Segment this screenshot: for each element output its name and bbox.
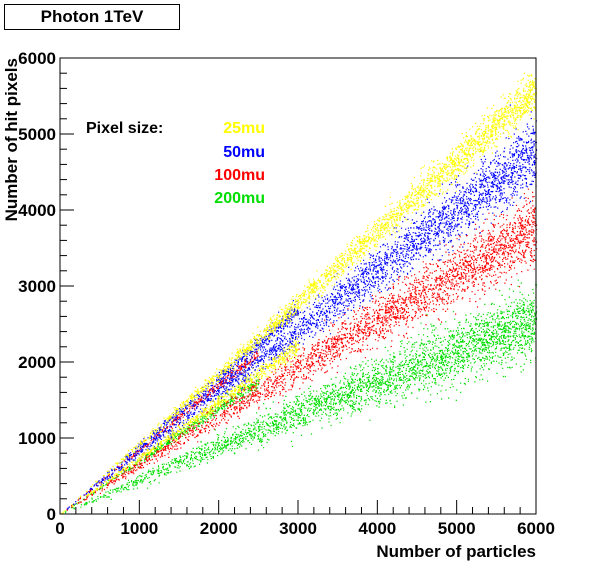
series-200mu-points (65, 279, 538, 514)
axis-ticks (59, 57, 537, 515)
x-tick-label: 4000 (358, 519, 396, 538)
y-tick-label: 2000 (18, 353, 56, 372)
chart-title: Photon 1TeV (4, 4, 180, 30)
legend-entry-200mu: 200mu (214, 190, 265, 207)
legend-entry-25mu: 25mu (223, 120, 265, 137)
legend-entry-100mu: 100mu (214, 167, 265, 184)
x-tick-label: 1000 (120, 519, 158, 538)
series-50mu-points (67, 104, 538, 510)
y-tick-label: 0 (47, 505, 56, 524)
x-axis-label: Number of particles (376, 542, 536, 561)
x-tick-label: 5000 (438, 519, 476, 538)
legend: Pixel size: 25mu 50mu 100mu 200mu (86, 120, 265, 207)
y-tick-label: 4000 (18, 201, 56, 220)
y-tick-label: 5000 (18, 125, 56, 144)
series-point-cloud (61, 72, 538, 514)
y-axis-label: Number of hit pixels (2, 58, 21, 221)
x-tick-label: 2000 (200, 519, 238, 538)
y-tick-label: 1000 (18, 429, 56, 448)
legend-title: Pixel size: (86, 120, 163, 137)
data-points (61, 72, 538, 514)
x-tick-labels: 0 1000 2000 3000 4000 5000 6000 (55, 519, 555, 538)
x-tick-label: 6000 (517, 519, 555, 538)
series-point-cloud (65, 279, 538, 514)
y-tick-labels: 0 1000 2000 3000 4000 5000 6000 (18, 49, 56, 524)
x-tick-label: 3000 (279, 519, 317, 538)
y-tick-label: 3000 (18, 277, 56, 296)
series-25mu-points (61, 72, 538, 514)
x-tick-label: 0 (55, 519, 64, 538)
series-point-cloud (67, 104, 538, 510)
y-tick-label: 6000 (18, 49, 56, 68)
legend-entry-50mu: 50mu (223, 144, 265, 161)
